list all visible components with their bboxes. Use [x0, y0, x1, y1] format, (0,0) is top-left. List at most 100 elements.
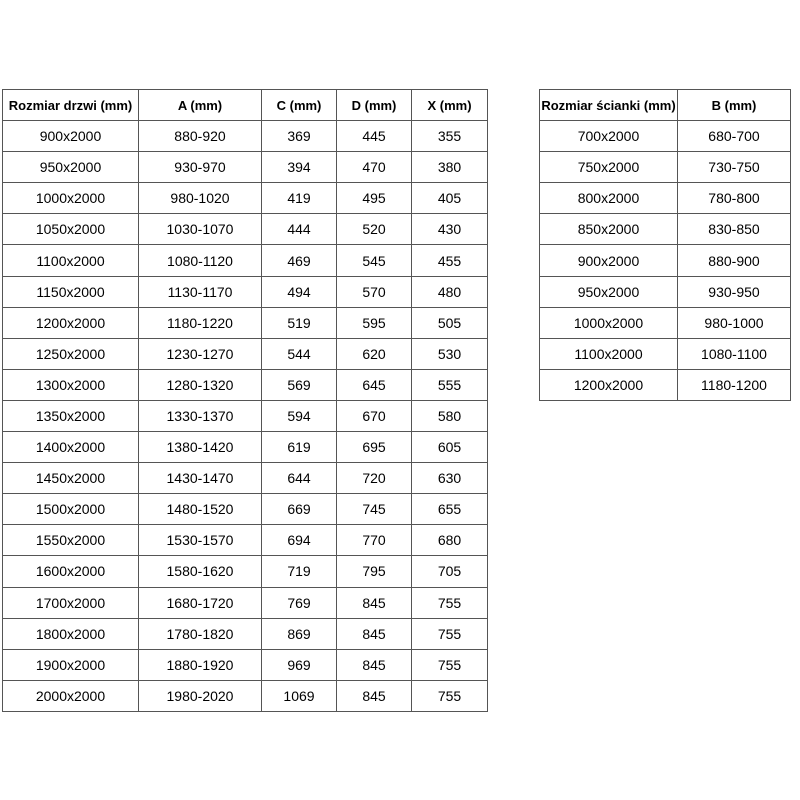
table-row: 950x2000 930-970 394 470 380 — [2, 151, 488, 184]
table-row: 1100x2000 1080-1100 — [539, 337, 791, 370]
table-cell: 1230-1270 — [138, 337, 262, 370]
table-row: 900x2000 880-920 369 445 355 — [2, 120, 488, 153]
table-cell: 900x2000 — [2, 120, 139, 153]
table-cell: 669 — [261, 493, 337, 526]
table-cell: 950x2000 — [2, 151, 139, 184]
table-cell: 670 — [336, 399, 412, 433]
table-row: 850x2000 830-850 — [539, 213, 791, 246]
table-cell: 869 — [261, 617, 337, 650]
table-cell: 769 — [261, 586, 337, 619]
table-cell: 1080-1120 — [138, 244, 262, 277]
table-cell: 780-800 — [677, 182, 791, 215]
table-cell: 694 — [261, 524, 337, 557]
table-cell: 1069 — [261, 679, 337, 712]
table-row: 1000x2000 980-1000 — [539, 306, 791, 339]
table-cell: 1130-1170 — [138, 275, 262, 308]
table-cell: 1900x2000 — [2, 648, 139, 681]
table-cell: 1380-1420 — [138, 431, 262, 464]
table-cell: 845 — [336, 648, 412, 681]
table-cell: 1180-1200 — [677, 368, 791, 401]
table-cell: 719 — [261, 555, 337, 588]
table-cell: 644 — [261, 462, 337, 495]
table-cell: 1100x2000 — [2, 244, 139, 277]
table-cell: 1450x2000 — [2, 462, 139, 495]
table-cell: 469 — [261, 244, 337, 277]
table-row: 1000x2000 980-1020 419 495 405 — [2, 182, 488, 215]
header-row: Rozmiar ścianki (mm) B (mm) — [539, 88, 791, 122]
table-row: 1550x2000 1530-1570 694 770 680 — [2, 524, 488, 557]
table-cell: 680 — [411, 524, 488, 557]
table-cell: 1800x2000 — [2, 617, 139, 650]
table-cell: 405 — [411, 182, 488, 215]
table-cell: 980-1000 — [677, 306, 791, 339]
table-row: 900x2000 880-900 — [539, 244, 791, 277]
table-row: 1200x2000 1180-1200 — [539, 368, 791, 401]
table-cell: 1050x2000 — [2, 213, 139, 246]
table-cell: 980-1020 — [138, 182, 262, 215]
table-cell: 880-920 — [138, 120, 262, 153]
table-cell: 1530-1570 — [138, 524, 262, 557]
table-cell: 795 — [336, 555, 412, 588]
table-cell: 569 — [261, 368, 337, 401]
table-cell: 545 — [336, 244, 412, 277]
table-cell: 1030-1070 — [138, 213, 262, 246]
table-row: 1100x2000 1080-1120 469 545 455 — [2, 244, 488, 277]
table-cell: 355 — [411, 120, 488, 153]
column-header: Rozmiar ścianki (mm) — [539, 88, 678, 122]
table-row: 1200x2000 1180-1220 519 595 505 — [2, 306, 488, 339]
table-row: 1050x2000 1030-1070 444 520 430 — [2, 213, 488, 246]
table-cell: 544 — [261, 337, 337, 370]
table-cell: 930-970 — [138, 151, 262, 184]
table-row: 1400x2000 1380-1420 619 695 605 — [2, 431, 488, 464]
table-cell: 800x2000 — [539, 182, 678, 215]
table-cell: 900x2000 — [539, 244, 678, 277]
table-row: 1150x2000 1130-1170 494 570 480 — [2, 275, 488, 308]
table-cell: 1180-1220 — [138, 306, 262, 339]
table-cell: 1200x2000 — [2, 306, 139, 339]
table-cell: 845 — [336, 586, 412, 619]
table-cell: 930-950 — [677, 275, 791, 308]
table-row: 1800x2000 1780-1820 869 845 755 — [2, 617, 488, 650]
table-row: 1700x2000 1680-1720 769 845 755 — [2, 586, 488, 619]
table-cell: 755 — [411, 586, 488, 619]
table-cell: 1350x2000 — [2, 399, 139, 433]
wall-sizes-table: Rozmiar ścianki (mm) B (mm) 700x2000 680-7… — [539, 88, 791, 401]
table-cell: 700x2000 — [539, 120, 678, 153]
table-row: 1250x2000 1230-1270 544 620 530 — [2, 337, 488, 370]
column-header: C (mm) — [261, 88, 337, 122]
table-row: 1350x2000 1330-1370 594 670 580 — [2, 399, 488, 433]
column-header: B (mm) — [677, 88, 791, 122]
table-cell: 830-850 — [677, 213, 791, 246]
table-row: 800x2000 780-800 — [539, 182, 791, 215]
table-row: 1500x2000 1480-1520 669 745 655 — [2, 493, 488, 526]
table-cell: 755 — [411, 617, 488, 650]
table-cell: 745 — [336, 493, 412, 526]
table-cell: 605 — [411, 431, 488, 464]
table-cell: 1100x2000 — [539, 337, 678, 370]
table-cell: 770 — [336, 524, 412, 557]
table-cell: 570 — [336, 275, 412, 308]
table-cell: 445 — [336, 120, 412, 153]
table-cell: 495 — [336, 182, 412, 215]
table-cell: 1250x2000 — [2, 337, 139, 370]
table-cell: 1300x2000 — [2, 368, 139, 401]
table-cell: 594 — [261, 399, 337, 433]
table-cell: 480 — [411, 275, 488, 308]
table-cell: 520 — [336, 213, 412, 246]
table-cell: 505 — [411, 306, 488, 339]
table-cell: 880-900 — [677, 244, 791, 277]
table-cell: 850x2000 — [539, 213, 678, 246]
table-cell: 969 — [261, 648, 337, 681]
table-cell: 950x2000 — [539, 275, 678, 308]
table-cell: 555 — [411, 368, 488, 401]
table-row: 950x2000 930-950 — [539, 275, 791, 308]
table-cell: 620 — [336, 337, 412, 370]
table-cell: 1980-2020 — [138, 679, 262, 712]
table-cell: 695 — [336, 431, 412, 464]
column-header: X (mm) — [411, 88, 488, 122]
table-cell: 1880-1920 — [138, 648, 262, 681]
table-cell: 519 — [261, 306, 337, 339]
table-cell: 645 — [336, 368, 412, 401]
table-cell: 1080-1100 — [677, 337, 791, 370]
door-sizes-table: Rozmiar drzwi (mm) A (mm) C (mm) D (mm) X (m… — [2, 88, 488, 712]
